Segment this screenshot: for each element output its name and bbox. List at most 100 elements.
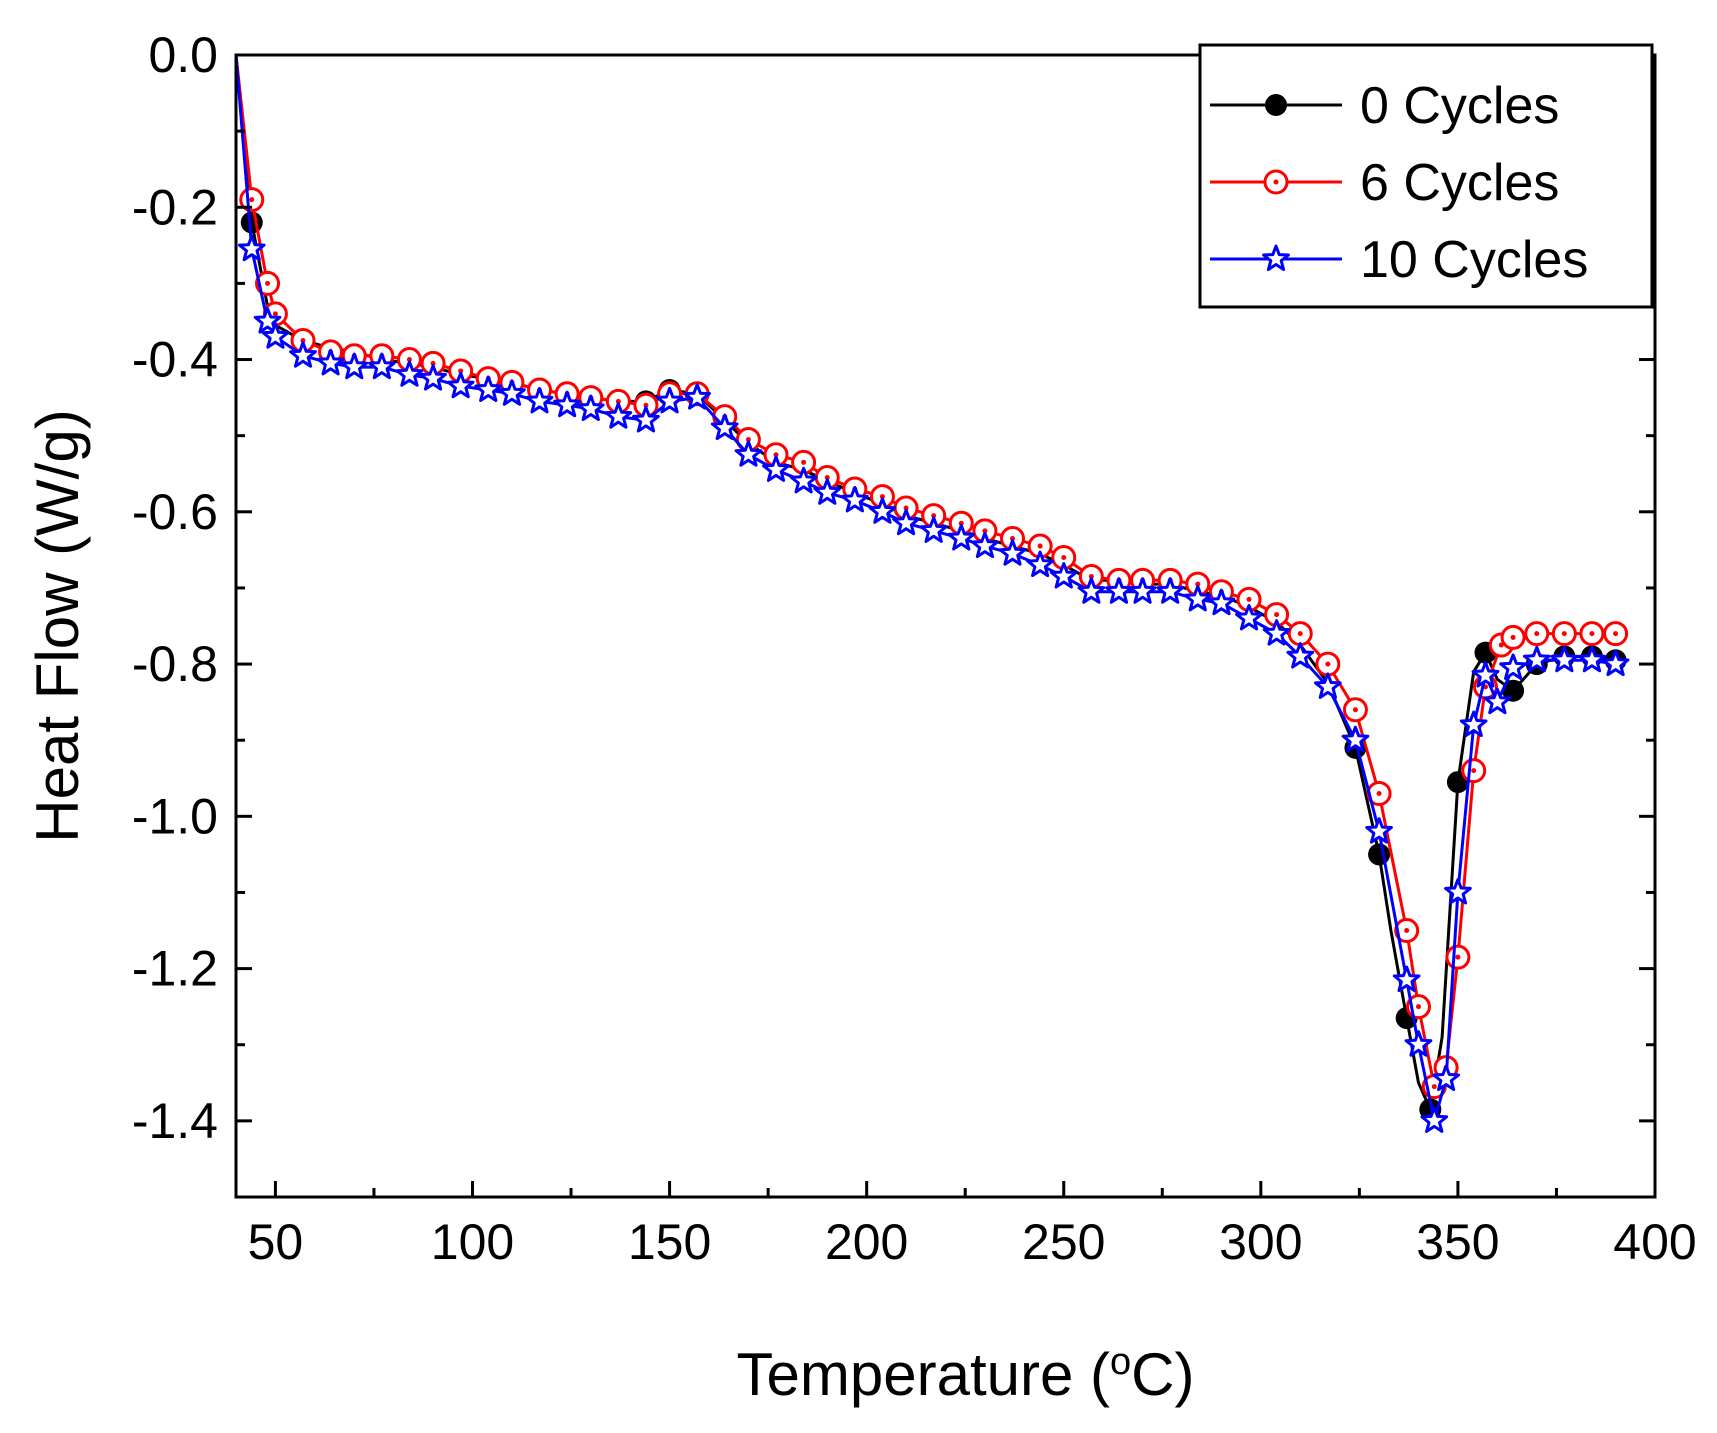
x-tick-label: 250 (1022, 1214, 1105, 1270)
data-point (316, 348, 345, 376)
data-point (762, 455, 790, 482)
data-point (1235, 603, 1263, 631)
x-tick-label: 200 (825, 1214, 908, 1270)
data-point (1500, 624, 1526, 650)
data-point (1578, 645, 1606, 673)
data-point (1551, 621, 1577, 647)
data-point (498, 379, 526, 406)
data-point (253, 307, 282, 334)
data-point (1522, 645, 1551, 673)
x-tick-label: 300 (1219, 1214, 1302, 1270)
legend-entry: 6 Cycles (1210, 154, 1559, 212)
data-point (420, 350, 446, 376)
data-point (1459, 710, 1488, 737)
y-tick-label: -0.4 (132, 332, 218, 388)
data-point (340, 352, 369, 380)
data-point (1432, 1064, 1460, 1091)
data-point (919, 516, 948, 543)
data-point (240, 211, 263, 234)
data-point (1365, 817, 1393, 844)
legend-entry: 10 Cycles (1210, 231, 1588, 289)
data-point (1601, 649, 1630, 677)
data-point (419, 364, 447, 391)
y-tick-label: -1.4 (132, 1093, 218, 1149)
data-point (237, 234, 266, 262)
data-point (1287, 621, 1313, 647)
legend-marker (1262, 244, 1290, 271)
legend-entry: 0 Cycles (1210, 77, 1559, 135)
data-point (971, 531, 999, 559)
y-tick-label: -0.2 (132, 179, 218, 235)
x-tick-label: 400 (1613, 1214, 1696, 1270)
data-point (1392, 965, 1421, 992)
data-point (1550, 645, 1579, 673)
data-point (1341, 725, 1370, 753)
data-point (261, 322, 290, 349)
plot-frame (234, 53, 1657, 1199)
data-point (1315, 651, 1341, 677)
data-point (255, 270, 281, 296)
series-10-cycles (234, 54, 1630, 1133)
data-point (446, 371, 475, 399)
data-point (841, 485, 869, 513)
data-point (869, 484, 895, 510)
data-point (1502, 679, 1525, 702)
data-point (1342, 697, 1368, 723)
data-point (1394, 918, 1420, 944)
data-point (1183, 584, 1212, 612)
data-point (1286, 642, 1315, 669)
data-point (605, 388, 631, 414)
data-point (1445, 944, 1471, 970)
data-point (789, 466, 818, 494)
legend-label: 10 Cycles (1360, 231, 1588, 289)
data-point (655, 386, 684, 414)
x-tick-label: 100 (431, 1214, 514, 1270)
data-point (1483, 687, 1512, 715)
data-point (632, 405, 660, 433)
data-point (998, 539, 1027, 566)
data-point (604, 402, 633, 429)
data-point (289, 341, 317, 368)
data-point (813, 478, 842, 505)
y-axis-ticks: 0.0 -0.2 -0.4 -0.6 -0.8 -1.0 -1.2 -1.4 (132, 27, 1655, 1149)
data-point (1207, 588, 1236, 616)
data-point (868, 497, 897, 524)
data-point (710, 413, 739, 441)
x-axis-title: Temperature (oC) (737, 1341, 1195, 1408)
data-point (396, 347, 422, 373)
data-point (1077, 577, 1106, 604)
data-point (1314, 672, 1342, 699)
data-point (1236, 586, 1262, 612)
data-point (1524, 621, 1550, 647)
x-axis-title-suffix: C) (1131, 1341, 1194, 1408)
legend: 0 Cycles 6 Cycles 10 Cycles (1198, 43, 1654, 309)
data-point (1156, 577, 1184, 604)
data-point (1471, 661, 1500, 688)
data-point (525, 386, 554, 414)
y-tick-label: 0.0 (148, 27, 218, 83)
x-tick-label: 50 (248, 1214, 304, 1270)
x-axis-ticks: 50 100 150 200 250 300 350 400 (248, 1181, 1697, 1270)
y-tick-label: -0.6 (132, 484, 218, 540)
data-point (892, 508, 920, 536)
data-point (474, 375, 503, 402)
data-point (1461, 758, 1487, 784)
data-point (1262, 619, 1291, 646)
x-tick-label: 350 (1416, 1214, 1499, 1270)
data-point (368, 352, 396, 380)
data-point (1026, 550, 1054, 578)
data-point (553, 390, 581, 418)
data-point (947, 523, 976, 551)
data-point (1368, 843, 1391, 866)
x-axis-title-main: Temperature ( (737, 1341, 1110, 1408)
data-point (576, 394, 605, 421)
data-point (395, 360, 424, 387)
data-point (1049, 562, 1078, 589)
x-tick-label: 150 (628, 1214, 711, 1270)
data-point (1420, 1106, 1449, 1133)
y-tick-label: -1.0 (132, 788, 218, 844)
y-tick-label: -0.8 (132, 636, 218, 692)
legend-marker (1265, 94, 1287, 116)
plot-marks (234, 54, 1630, 1133)
data-point (1105, 577, 1133, 604)
